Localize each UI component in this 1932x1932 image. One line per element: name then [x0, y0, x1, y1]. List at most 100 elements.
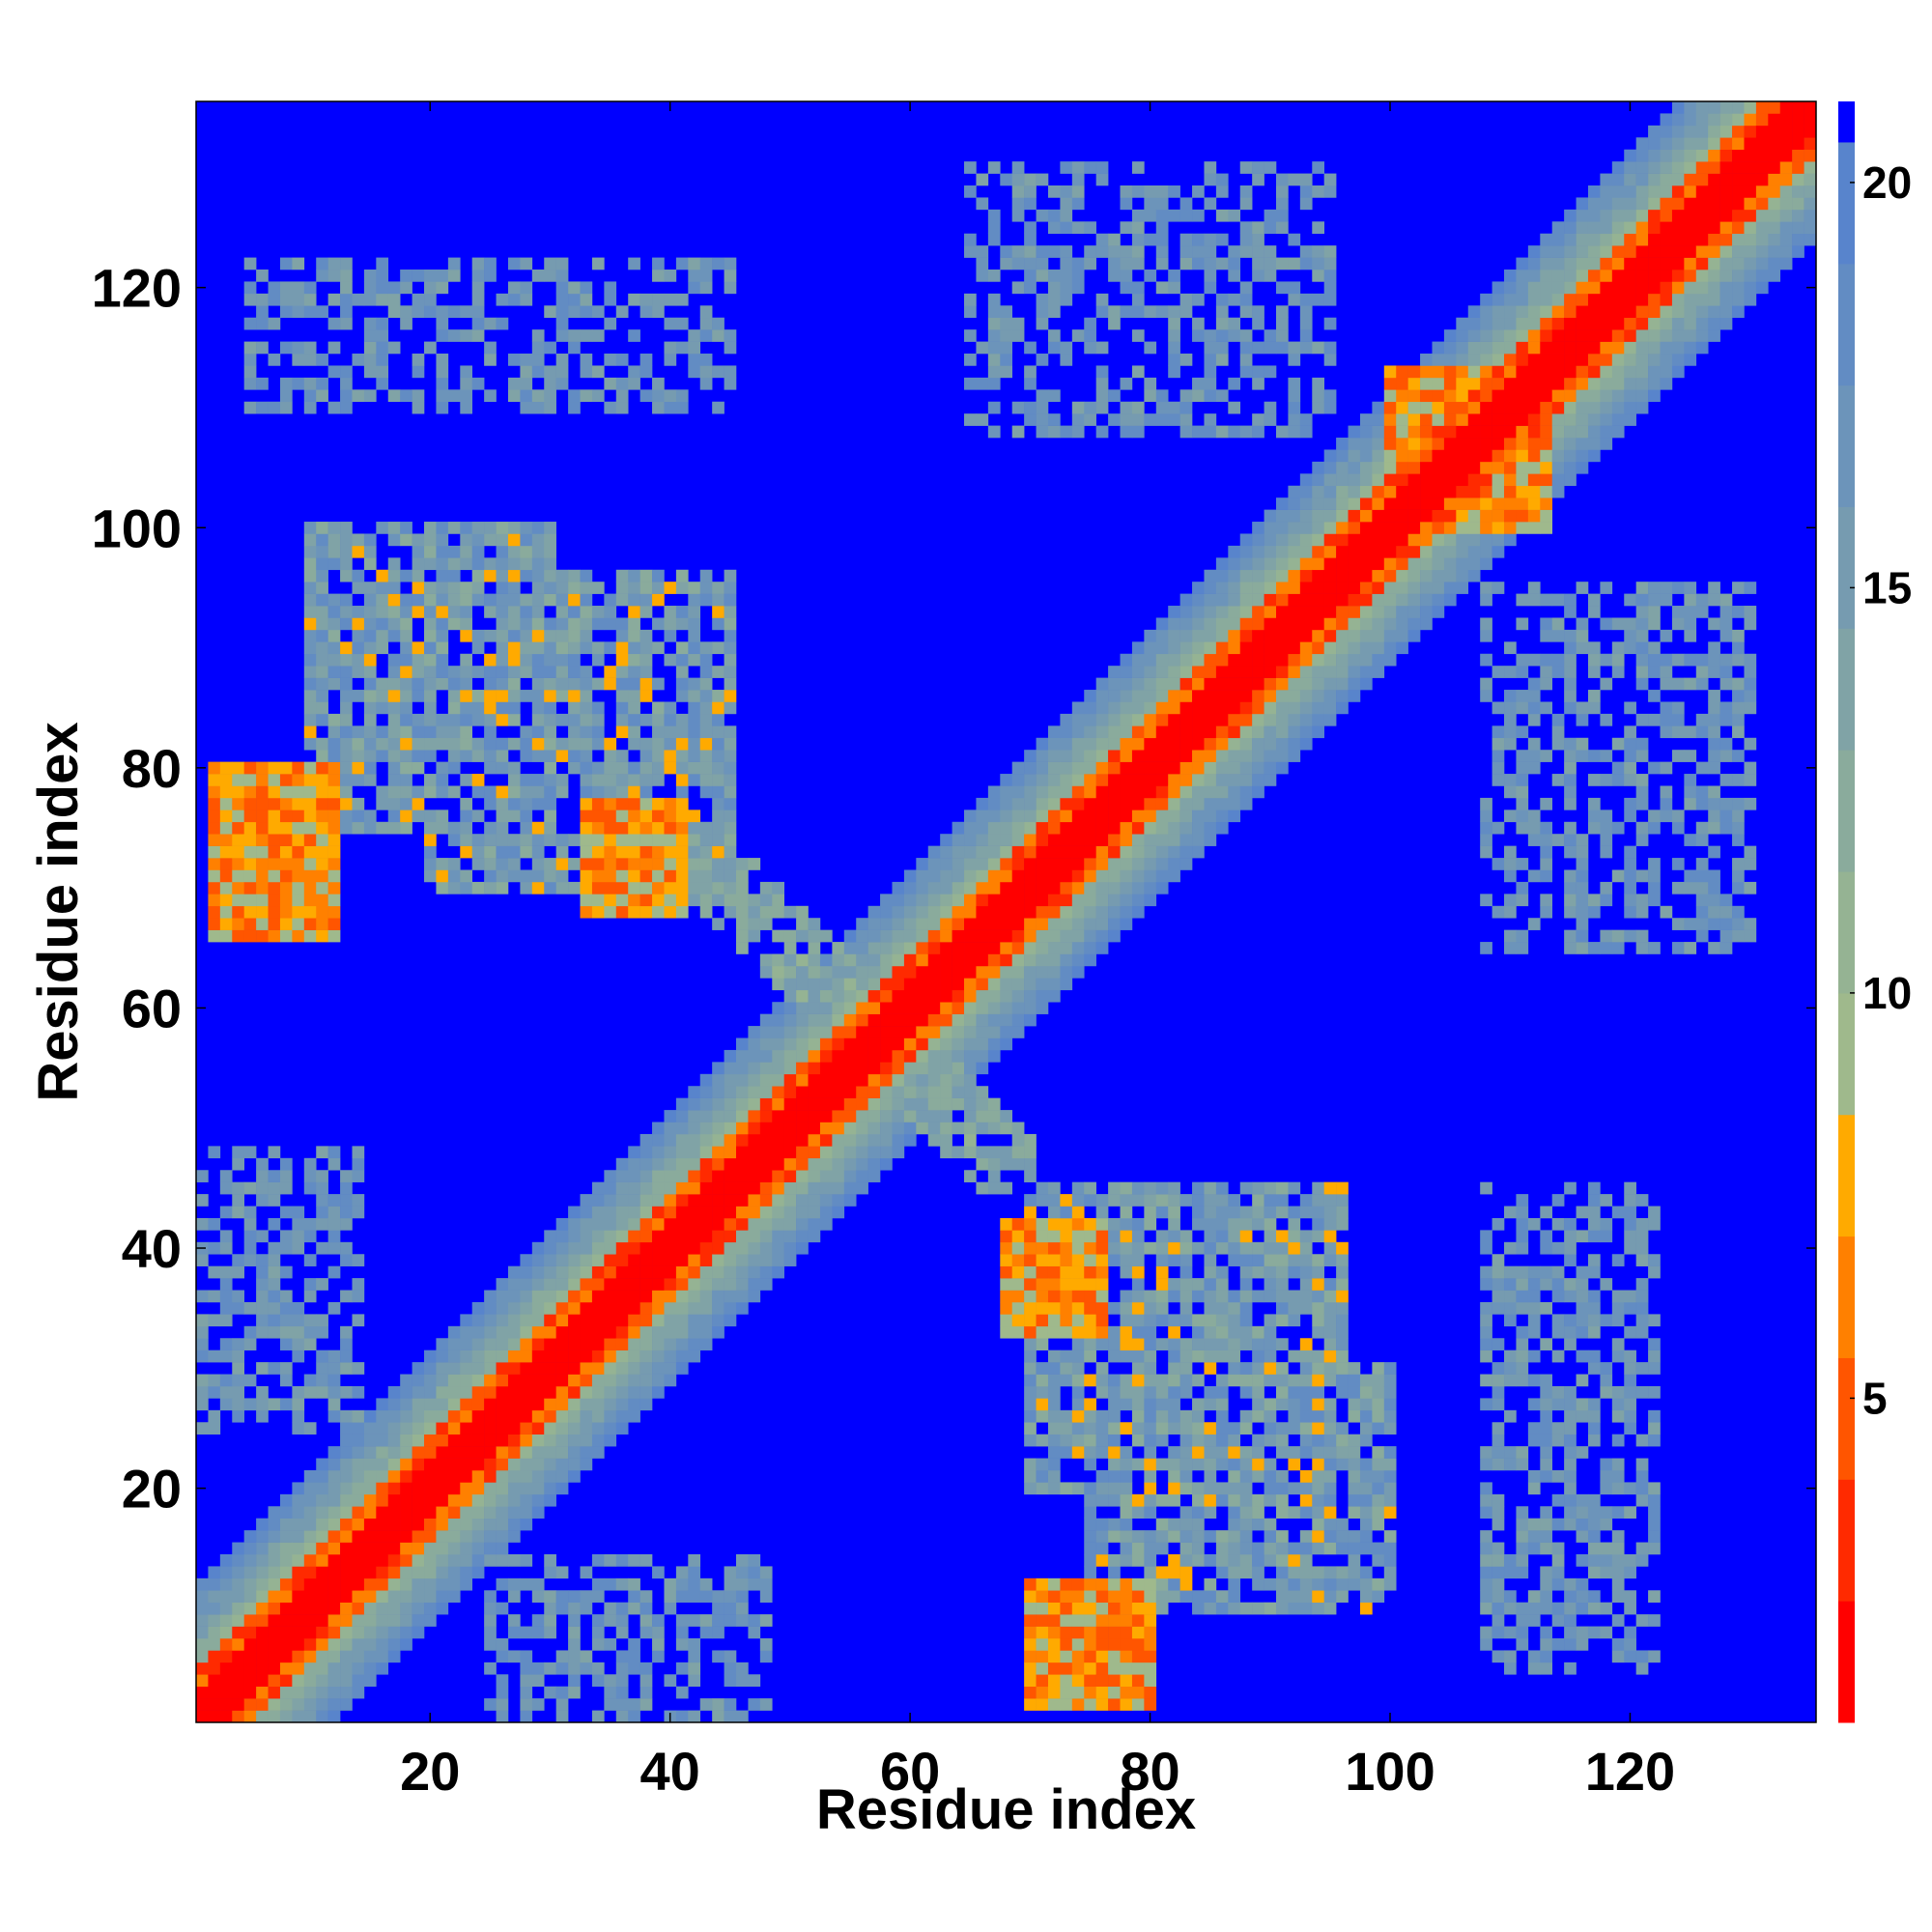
heatmap-cell: [507, 377, 521, 390]
heatmap-cell: [903, 918, 917, 930]
heatmap-cell: [340, 617, 353, 631]
heatmap-cell: [316, 1170, 328, 1182]
heatmap-cell: [1095, 1602, 1109, 1615]
heatmap-cell: [772, 1133, 784, 1147]
heatmap-cell: [496, 617, 509, 631]
heatmap-cell: [232, 1650, 244, 1663]
heatmap-cell: [1179, 1254, 1193, 1266]
heatmap-cell: [1276, 1530, 1289, 1543]
heatmap-cell: [1036, 257, 1049, 270]
heatmap-cell: [1252, 606, 1264, 618]
heatmap-cell: [664, 1301, 677, 1315]
heatmap-cell: [1215, 1566, 1229, 1579]
heatmap-cell: [292, 894, 305, 907]
heatmap-cell: [436, 365, 449, 379]
heatmap-cell: [748, 1133, 761, 1147]
heatmap-cell: [268, 1662, 281, 1675]
heatmap-cell: [1264, 533, 1277, 547]
heatmap-cell: [1000, 1002, 1013, 1014]
heatmap-cell: [1036, 1409, 1049, 1423]
heatmap-cell: [363, 677, 377, 691]
heatmap-cell: [1155, 797, 1169, 810]
heatmap-cell: [1071, 725, 1085, 739]
heatmap-cell: [1179, 1577, 1193, 1591]
heatmap-cell: [279, 1493, 293, 1507]
heatmap-cell: [580, 281, 593, 295]
heatmap-cell: [520, 1446, 533, 1459]
heatmap-cell: [1024, 1698, 1037, 1711]
heatmap-cell: [1071, 1385, 1085, 1399]
heatmap-cell: [208, 1602, 221, 1615]
heatmap-cell: [531, 881, 545, 895]
heatmap-cell: [376, 1469, 389, 1483]
heatmap-cell: [964, 989, 977, 1003]
heatmap-cell: [544, 1409, 556, 1423]
heatmap-cell: [340, 1446, 353, 1459]
heatmap-cell: [436, 1506, 449, 1519]
heatmap-cell: [1108, 1446, 1121, 1459]
heatmap-cell: [639, 1626, 653, 1639]
heatmap-cell: [819, 1133, 833, 1147]
heatmap-cell: [376, 329, 389, 342]
heatmap-cell: [327, 1614, 341, 1627]
heatmap-cell: [724, 894, 737, 907]
heatmap-cell: [591, 725, 605, 739]
heatmap-cell: [664, 293, 677, 306]
heatmap-cell: [1108, 270, 1121, 282]
heatmap-cell: [903, 929, 917, 943]
heatmap-cell: [1144, 1325, 1157, 1339]
heatmap-cell: [256, 905, 269, 919]
heatmap-cell: [1276, 1542, 1289, 1555]
heatmap-cell: [615, 1206, 629, 1219]
heatmap-cell: [580, 606, 593, 618]
heatmap-cell: [1060, 1217, 1073, 1231]
heatmap-cell: [303, 1637, 317, 1651]
heatmap-cell: [759, 1566, 773, 1579]
heatmap-cell: [400, 533, 412, 547]
heatmap-cell: [880, 1013, 893, 1027]
heatmap-cell: [327, 1217, 341, 1231]
heatmap-cell: [615, 701, 629, 715]
heatmap-cell: [400, 1434, 412, 1447]
heatmap-cell: [243, 1686, 257, 1699]
heatmap-cell: [1299, 1385, 1313, 1399]
heatmap-cell: [652, 1241, 665, 1255]
heatmap-cell: [639, 1217, 653, 1231]
heatmap-cell: [327, 1590, 341, 1603]
heatmap-cell: [964, 305, 977, 319]
heatmap-cell: [555, 881, 569, 895]
heatmap-cell: [1155, 413, 1169, 426]
heatmap-cell: [759, 1013, 773, 1027]
heatmap-cell: [724, 1577, 737, 1591]
heatmap-cell: [1047, 1686, 1061, 1699]
heatmap-cell: [424, 666, 437, 678]
heatmap-cell: [1071, 905, 1085, 919]
heatmap-cell: [471, 1542, 485, 1555]
heatmap-cell: [1036, 1602, 1049, 1615]
heatmap-cell: [808, 1110, 821, 1122]
heatmap-cell: [327, 1518, 341, 1531]
heatmap-cell: [1276, 1181, 1289, 1195]
heatmap-cell: [1204, 737, 1217, 751]
heatmap-cell: [1000, 1230, 1013, 1243]
heatmap-cell: [628, 1325, 640, 1339]
heatmap-cell: [1036, 389, 1049, 403]
heatmap-cell: [867, 965, 881, 979]
heatmap-cell: [1024, 365, 1037, 379]
heatmap-cell: [316, 1194, 328, 1207]
heatmap-cell: [1024, 1637, 1037, 1651]
heatmap-cell: [712, 858, 724, 870]
heatmap-cell: [724, 1097, 737, 1111]
heatmap-cell: [1215, 617, 1229, 631]
heatmap-cell: [615, 1265, 629, 1279]
heatmap-cell: [1179, 845, 1193, 859]
heatmap-cell: [352, 1686, 365, 1699]
heatmap-cell: [724, 569, 737, 582]
heatmap-cell: [856, 942, 868, 954]
heatmap-cell: [256, 929, 269, 943]
heatmap-cell: [1239, 1290, 1253, 1303]
heatmap-cell: [471, 545, 485, 558]
heatmap-cell: [1060, 737, 1073, 751]
heatmap-cell: [520, 1338, 533, 1350]
heatmap-cell: [1060, 1577, 1073, 1591]
